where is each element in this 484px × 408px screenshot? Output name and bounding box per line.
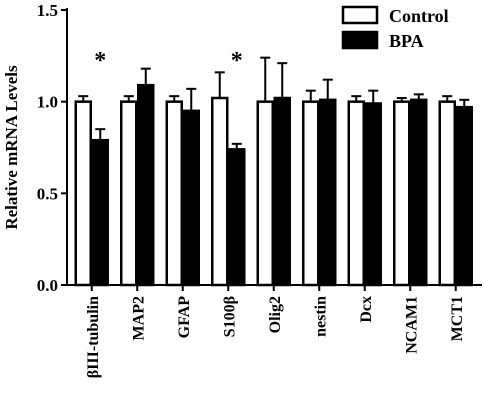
- labels-layer: βIII-tubulin MAP2 GFAP S100β Olig2 nestin Dcx N…: [85, 48, 466, 378]
- y-tick-label: 0.0: [37, 276, 58, 295]
- significance-star: *: [94, 48, 106, 74]
- bar-bpa: [91, 138, 109, 287]
- legend: Control BPA: [341, 5, 449, 51]
- x-tick-label: Olig2: [267, 296, 284, 333]
- bar-control: [165, 100, 183, 287]
- x-tick-label: MCT1: [449, 296, 466, 341]
- y-tick-label: 1.5: [37, 1, 58, 20]
- x-tick-label: GFAP: [176, 296, 193, 339]
- bar-control: [74, 100, 92, 287]
- bar-control: [347, 100, 365, 287]
- y-axis-label: Relative mRNA Levels: [2, 65, 21, 230]
- bar-control: [211, 96, 229, 287]
- legend-label-bpa: BPA: [389, 31, 424, 51]
- bar-control: [256, 100, 274, 287]
- bar-bpa: [319, 98, 337, 287]
- legend-label-control: Control: [389, 6, 449, 26]
- bar-bpa: [228, 148, 246, 287]
- legend-swatch-bpa: [341, 30, 379, 50]
- y-tick-label: 0.5: [37, 184, 58, 203]
- bar-bpa: [455, 105, 473, 287]
- bar-control: [120, 100, 138, 287]
- x-tick-label: nestin: [312, 296, 329, 337]
- x-tick-label: βIII-tubulin: [85, 296, 102, 378]
- x-tick-label: Dcx: [358, 296, 375, 323]
- x-tick-label: NCAM1: [403, 296, 420, 354]
- bar-bpa: [273, 96, 291, 287]
- bar-bpa: [182, 109, 200, 287]
- bar-bpa: [364, 102, 382, 287]
- bar-control: [302, 100, 320, 287]
- x-tick-label: S100β: [221, 296, 238, 337]
- y-tick-label: 1.0: [37, 93, 58, 112]
- legend-swatch-control: [341, 5, 379, 25]
- bar-control: [393, 100, 411, 287]
- bar-bpa: [410, 98, 428, 287]
- x-tick-label: MAP2: [130, 296, 147, 340]
- significance-star: *: [231, 48, 243, 74]
- bar-control: [438, 100, 456, 287]
- bar-bpa: [137, 83, 155, 287]
- bars-layer: [74, 56, 473, 287]
